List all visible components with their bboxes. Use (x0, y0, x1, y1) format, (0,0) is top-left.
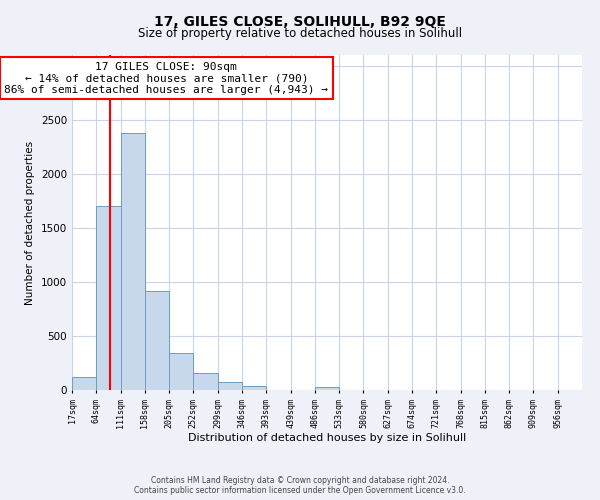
Text: Size of property relative to detached houses in Solihull: Size of property relative to detached ho… (138, 28, 462, 40)
Bar (72, 377, 96, 390)
Bar (169, 354, 193, 390)
Bar (315, 387, 339, 390)
Y-axis label: Number of detached properties: Number of detached properties (25, 140, 35, 304)
X-axis label: Distribution of detached houses by size in Solihull: Distribution of detached houses by size … (188, 433, 466, 443)
Bar (145, 290, 169, 390)
Bar (242, 386, 266, 390)
Bar (193, 373, 218, 390)
Bar (96, 206, 121, 390)
Text: 17 GILES CLOSE: 90sqm
← 14% of detached houses are smaller (790)
86% of semi-det: 17 GILES CLOSE: 90sqm ← 14% of detached … (4, 62, 328, 95)
Text: 17, GILES CLOSE, SOLIHULL, B92 9QE: 17, GILES CLOSE, SOLIHULL, B92 9QE (154, 15, 446, 29)
Bar (218, 382, 242, 390)
Text: Contains HM Land Registry data © Crown copyright and database right 2024.
Contai: Contains HM Land Registry data © Crown c… (134, 476, 466, 495)
Bar (121, 133, 145, 390)
